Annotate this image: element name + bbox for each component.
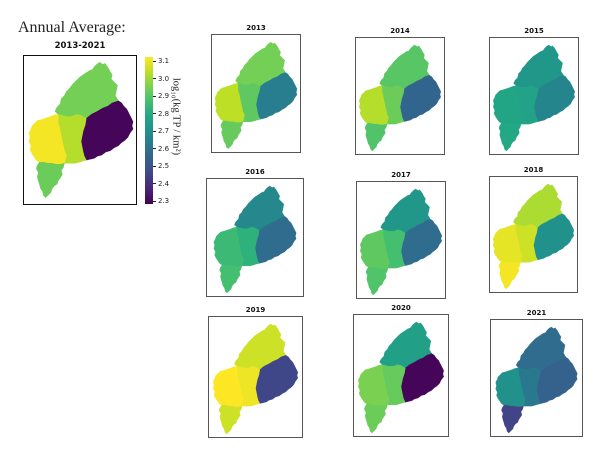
panel-title: 2013	[246, 24, 266, 32]
region-south	[501, 405, 524, 434]
colorbar-tick-mark	[153, 113, 156, 114]
colorbar-tick: 2.7	[153, 127, 183, 135]
region-west	[212, 366, 244, 408]
colorbar-tick-mark	[153, 60, 156, 62]
region-west	[359, 85, 389, 126]
panel-title: 2017	[391, 171, 411, 179]
map-panel-2021: 2021	[490, 309, 583, 437]
panel-title: 2021	[526, 309, 547, 317]
region-south	[218, 405, 243, 435]
colorbar-tick: 2.6	[153, 145, 183, 153]
region-west	[493, 85, 523, 126]
colorbar-tick: 2.9	[153, 92, 183, 100]
panel-title: 2013-2021	[54, 41, 106, 51]
map-panel-2017: 2017	[356, 171, 446, 299]
choropleth-map	[28, 62, 134, 198]
map-panel-2016: 2016	[206, 168, 304, 297]
colorbar-tick: 2.4	[153, 180, 183, 188]
map-panel-2019: 2019	[208, 306, 303, 438]
figure-title: Annual Average:	[18, 19, 126, 36]
region-south	[364, 123, 388, 152]
colorbar-tick-mark	[153, 183, 156, 184]
choropleth-map	[492, 183, 575, 290]
colorbar-tick-mark	[153, 78, 156, 79]
choropleth-map	[359, 44, 441, 152]
choropleth-map	[212, 323, 299, 435]
panel-title: 2015	[524, 27, 544, 35]
colorbar: 3.1 3.0 2.9 2.8 2.7 2.6 2.5 2.4 2.3 log₁…	[145, 57, 195, 207]
colorbar-tick-label: 2.3	[158, 197, 170, 205]
region-south	[498, 123, 522, 152]
panel-title: 2019	[245, 306, 266, 314]
colorbar-tick-label: 2.7	[158, 127, 170, 135]
region-west	[28, 114, 67, 165]
colorbar-tick-label: 2.6	[158, 144, 170, 153]
choropleth-map	[495, 326, 578, 434]
map-panel-2020: 2020	[353, 304, 449, 437]
colorbar-tick: 2.5	[153, 162, 183, 170]
colorbar-tick: 2.8	[153, 110, 183, 118]
choropleth-map	[213, 185, 297, 294]
colorbar-tick-label: 2.4	[158, 179, 170, 188]
colorbar-gradient	[145, 57, 153, 204]
choropleth-map	[493, 44, 575, 152]
map-panel-average: 2013-2021	[23, 41, 137, 205]
colorbar-tick-label: 2.8	[158, 109, 170, 118]
colorbar-tick-mark	[153, 130, 156, 132]
colorbar-tick-label: 2.9	[158, 92, 170, 100]
colorbar-tick: 2.3	[153, 197, 183, 205]
region-west	[214, 82, 245, 123]
colorbar-tick-mark	[153, 95, 156, 97]
map-panel-2014: 2014	[355, 27, 445, 155]
map-panel-2018: 2018	[489, 166, 578, 293]
panel-title: 2016	[245, 168, 265, 176]
region-south	[364, 403, 388, 434]
colorbar-tick-mark	[153, 148, 156, 149]
choropleth-map	[358, 321, 444, 434]
panel-title: 2014	[390, 27, 410, 35]
map-panel-2015: 2015	[489, 27, 579, 155]
colorbar-tick-mark	[153, 165, 156, 167]
region-south	[219, 264, 243, 294]
colorbar-label: log₁₀(kg TP / km²)	[170, 77, 182, 156]
region-west	[358, 364, 390, 406]
region-west	[213, 226, 244, 267]
region-south	[365, 267, 389, 296]
colorbar-tick-label: 3.0	[158, 74, 170, 83]
region-west	[360, 229, 390, 270]
region-west	[492, 224, 523, 264]
region-south	[220, 120, 244, 150]
colorbar-tick: 3.0	[153, 75, 183, 83]
region-south	[36, 161, 65, 198]
colorbar-tick-label: 3.1	[158, 57, 170, 65]
choropleth-map	[360, 188, 442, 296]
choropleth-map	[214, 41, 298, 150]
colorbar-tick-mark	[153, 200, 156, 202]
panel-title: 2018	[523, 166, 544, 174]
region-west	[495, 367, 526, 408]
colorbar-tick: 3.1	[153, 57, 183, 65]
region-south	[498, 261, 521, 290]
colorbar-tick-label: 2.5	[158, 162, 170, 170]
map-panel-2013: 2013	[211, 24, 301, 153]
panel-title: 2020	[391, 304, 411, 312]
